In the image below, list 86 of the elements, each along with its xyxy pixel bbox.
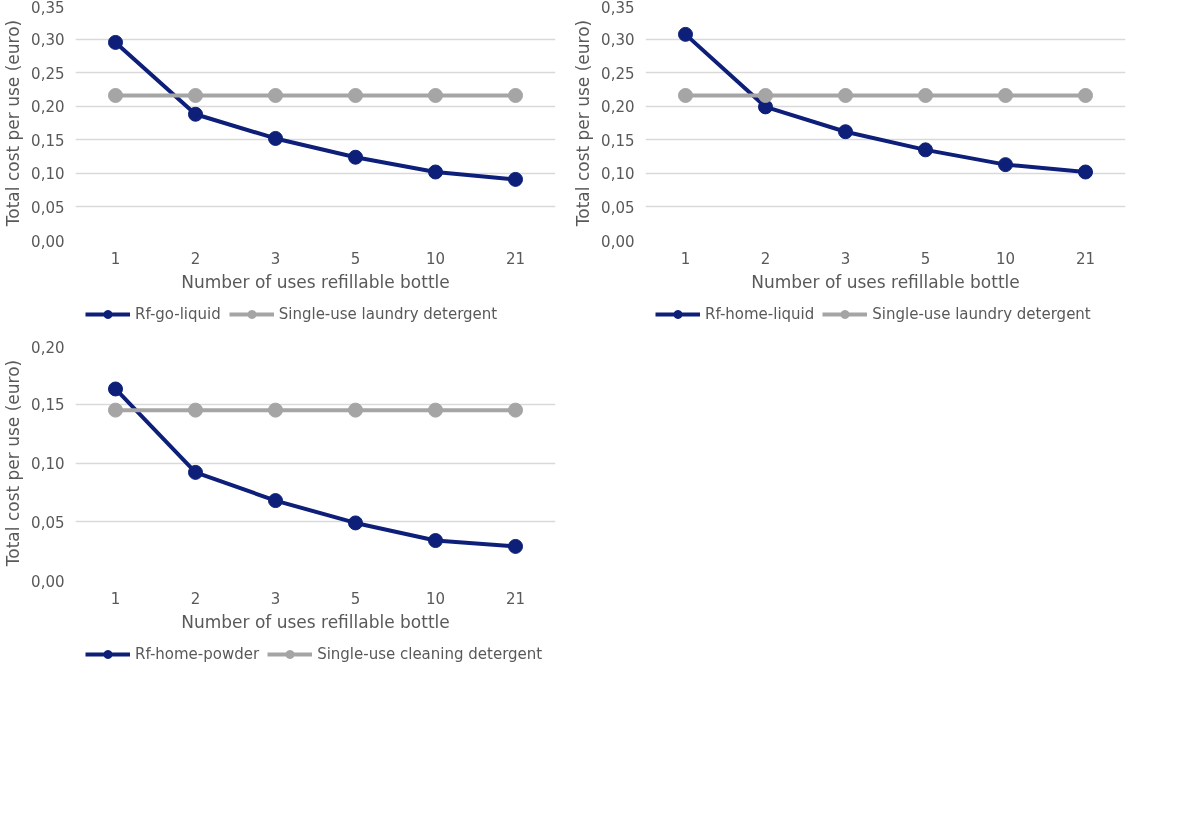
y-axis-title: Total cost per use (euro) [573, 19, 594, 228]
x-axis-title: Number of uses refillable bottle [751, 271, 1020, 292]
legend-label: Single-use cleaning detergent [317, 645, 543, 663]
x-tick-label: 1 [110, 249, 121, 268]
point [428, 87, 443, 103]
y-tick-label: 0,30 [601, 31, 635, 50]
legend-label: Rf-home-liquid [705, 305, 815, 323]
x-tick-label: 1 [110, 589, 121, 608]
x-tick-label: 1 [680, 249, 691, 268]
y-axis-title: Total cost per use (euro) [3, 359, 24, 568]
y-tick-label: 0,10 [601, 165, 635, 184]
point [508, 171, 523, 187]
point [508, 538, 523, 554]
x-tick-label: 21 [505, 589, 526, 608]
point [998, 87, 1013, 103]
point [268, 493, 283, 509]
point [188, 464, 203, 480]
legend-label: Single-use laundry detergent [872, 305, 1091, 323]
y-tick-label: 0,05 [31, 513, 65, 532]
x-tick-label: 2 [190, 589, 201, 608]
point [678, 26, 693, 42]
x-tick-label: 21 [505, 249, 526, 268]
y-tick-label: 0,05 [601, 198, 635, 217]
y-tick-label: 0,20 [31, 98, 65, 117]
point [838, 87, 853, 103]
x-tick-label: 2 [760, 249, 771, 268]
point [918, 142, 933, 158]
x-tick-label: 5 [350, 249, 361, 268]
y-tick-label: 0,35 [601, 0, 635, 17]
point [188, 402, 203, 418]
point [1078, 87, 1093, 103]
point [268, 402, 283, 418]
y-tick-label: 0,15 [31, 131, 65, 150]
y-tick-label: 0,15 [31, 396, 65, 415]
point [108, 381, 123, 397]
y-tick-label: 0,15 [601, 131, 635, 150]
y-tick-label: 0,05 [31, 198, 65, 217]
x-axis-title: Number of uses refillable bottle [181, 611, 450, 632]
y-tick-label: 0,10 [31, 455, 65, 473]
point [428, 533, 443, 549]
y-tick-label: 0,25 [31, 64, 65, 83]
x-axis-title: Number of uses refillable bottle [181, 271, 450, 292]
y-tick-label: 0,20 [601, 98, 635, 117]
x-tick-label: 2 [190, 249, 201, 268]
x-tick-label: 10 [425, 249, 446, 268]
point [1078, 164, 1093, 180]
legend-label: Single-use laundry detergent [278, 305, 498, 323]
y-tick-label: 0,10 [31, 165, 65, 184]
point [428, 402, 443, 418]
y-tick-label: 0,20 [31, 338, 65, 357]
point [758, 87, 773, 103]
point [348, 87, 363, 103]
y-tick-label: 0,00 [601, 232, 635, 251]
x-tick-label: 3 [270, 589, 281, 608]
point [108, 87, 123, 103]
y-tick-label: 0,00 [31, 232, 65, 251]
y-tick-label: 0,30 [31, 31, 65, 50]
point [678, 87, 693, 103]
point [188, 87, 203, 103]
x-tick-label: 5 [350, 589, 361, 608]
point [918, 87, 933, 103]
y-axis-title: Total cost per use (euro) [3, 19, 24, 228]
point [838, 124, 853, 140]
point [508, 402, 523, 418]
point [188, 106, 203, 122]
y-tick-label: 0,25 [601, 64, 635, 83]
x-tick-label: 21 [1075, 249, 1096, 268]
x-tick-label: 5 [920, 249, 931, 268]
point [108, 34, 123, 50]
legend-label: Rf-home-powder [135, 645, 260, 663]
point [998, 157, 1013, 173]
x-tick-label: 10 [995, 249, 1016, 268]
point [348, 149, 363, 165]
x-tick-label: 10 [425, 589, 446, 608]
point [348, 515, 363, 531]
point [348, 402, 363, 418]
point [268, 87, 283, 103]
y-tick-label: 0,35 [31, 0, 65, 17]
point [268, 130, 283, 146]
y-tick-label: 0,00 [31, 572, 65, 591]
x-tick-label: 3 [840, 249, 851, 268]
point [508, 87, 523, 103]
point [428, 164, 443, 180]
point [108, 402, 123, 418]
x-tick-label: 3 [270, 249, 281, 268]
legend-label: Rf-go-liquid [135, 305, 221, 323]
